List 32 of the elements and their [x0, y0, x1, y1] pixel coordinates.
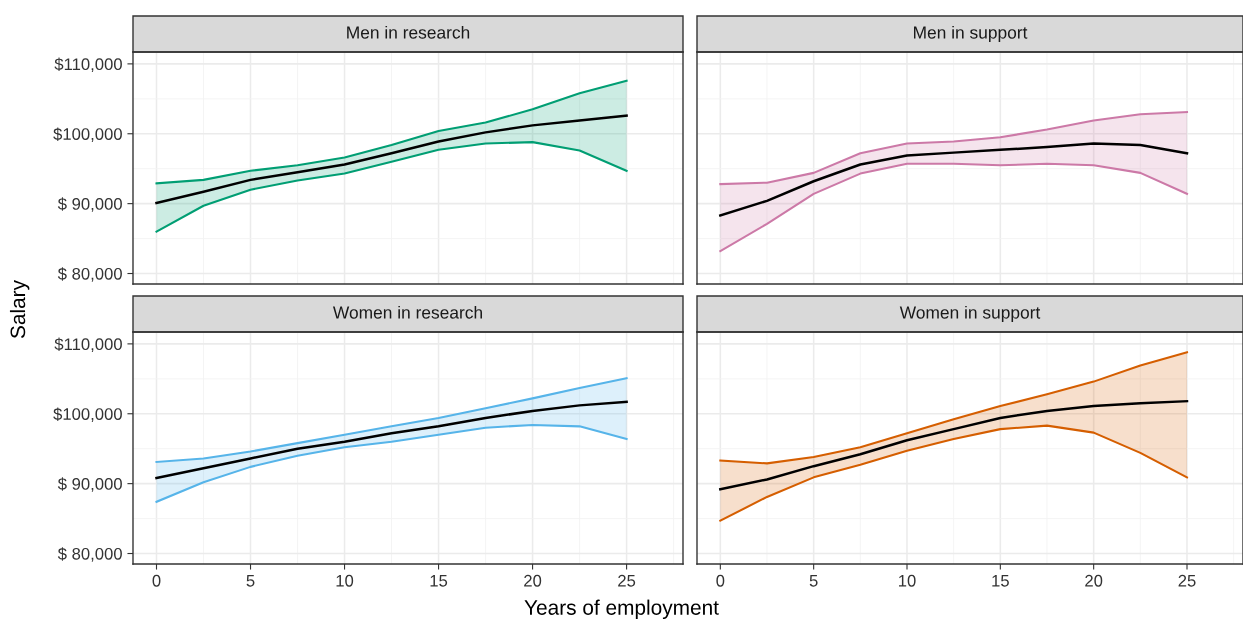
y-tick-label: $100,000: [53, 407, 122, 422]
y-tick-label: $110,000: [54, 57, 122, 73]
x-tick-label: 10: [899, 574, 916, 587]
line-series: [155, 79, 628, 185]
y-axis-title: Salary: [9, 280, 30, 339]
x-tick-label: 10: [336, 574, 354, 587]
chart-title: Women in support: [899, 305, 1041, 323]
y-tick-label: $110,000: [54, 337, 122, 353]
y-tick-label: $ 80,000: [57, 267, 122, 282]
x-tick-label: 15: [992, 575, 1009, 587]
line-series: [155, 141, 628, 233]
y-tick-label: $ 90,000: [57, 477, 122, 492]
chart-title: Men in support: [914, 25, 1028, 43]
x-tick-label: 20: [524, 574, 542, 587]
y-tick-label: $ 80,000: [57, 547, 122, 562]
x-tick-label: 15: [430, 575, 448, 587]
line-series: [155, 114, 628, 205]
y-tick-label: $ 90,000: [57, 197, 122, 212]
x-axis-title: Years of employment: [524, 599, 719, 619]
x-tick-label: 0: [716, 574, 725, 587]
x-tick-label: 25: [1178, 574, 1196, 587]
line-series: [155, 377, 628, 464]
line-series: [155, 423, 628, 503]
x-tick-label: 5: [809, 575, 818, 587]
x-tick-label: 25: [618, 574, 636, 587]
line-series: [155, 400, 628, 480]
x-tick-label: 20: [1085, 574, 1103, 587]
chart-title: Men in research: [347, 25, 470, 39]
y-tick-label: $100,000: [53, 127, 122, 142]
x-tick-label: 0: [152, 574, 161, 587]
x-tick-label: 5: [246, 575, 255, 587]
chart-title: Women in research: [332, 305, 482, 319]
